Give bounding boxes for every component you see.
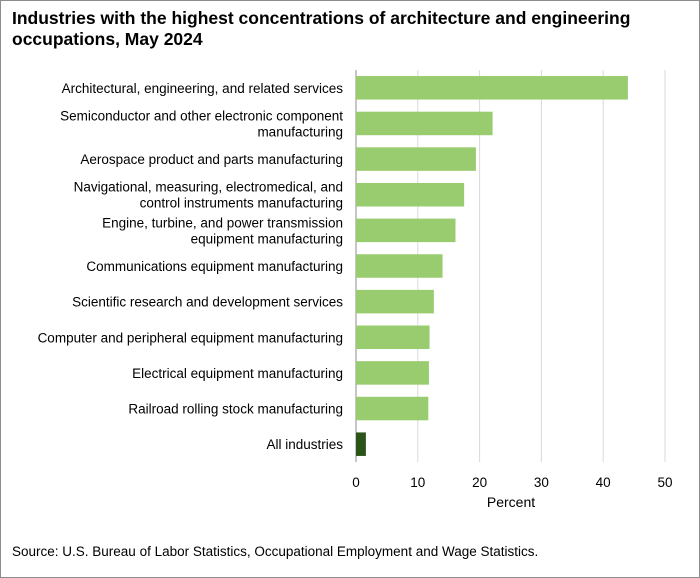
bar-2 bbox=[356, 147, 476, 171]
category-label-line: manufacturing bbox=[257, 124, 343, 139]
category-label-line: Railroad rolling stock manufacturing bbox=[128, 402, 343, 417]
category-label-line: Aerospace product and parts manufacturin… bbox=[80, 152, 343, 167]
bar-3 bbox=[356, 182, 465, 207]
category-label-1: Semiconductor and other electronic compo… bbox=[60, 108, 343, 139]
x-axis-label: Percent bbox=[487, 494, 535, 510]
category-label-3: Navigational, measuring, electromedical,… bbox=[74, 180, 343, 211]
x-tick-label-5: 50 bbox=[657, 475, 672, 490]
category-label-line: Architectural, engineering, and related … bbox=[62, 81, 344, 96]
bar-4 bbox=[356, 218, 456, 243]
bar-7 bbox=[356, 325, 430, 350]
category-label-line: Navigational, measuring, electromedical,… bbox=[74, 180, 343, 195]
category-label-line: control instruments manufacturing bbox=[140, 196, 343, 211]
x-tick-label-3: 30 bbox=[534, 475, 549, 490]
category-labels: Architectural, engineering, and related … bbox=[38, 81, 344, 452]
category-label-line: All industries bbox=[266, 437, 343, 452]
bar-9 bbox=[356, 396, 429, 421]
bar-1 bbox=[356, 111, 493, 136]
category-label-line: Semiconductor and other electronic compo… bbox=[60, 108, 343, 123]
chart-title: Industries with the highest concentratio… bbox=[12, 8, 631, 49]
bars bbox=[356, 76, 628, 456]
category-label-9: Railroad rolling stock manufacturing bbox=[128, 402, 343, 417]
category-label-line: equipment manufacturing bbox=[191, 231, 343, 246]
bar-5 bbox=[356, 254, 443, 278]
x-tick-label-4: 40 bbox=[596, 475, 611, 490]
category-label-line: Electrical equipment manufacturing bbox=[132, 366, 343, 381]
category-label-8: Electrical equipment manufacturing bbox=[132, 366, 343, 381]
bar-8 bbox=[356, 361, 429, 385]
x-tick-label-0: 0 bbox=[352, 475, 360, 490]
bar-6 bbox=[356, 289, 434, 314]
x-tick-label-2: 20 bbox=[472, 475, 487, 490]
category-label-5: Communications equipment manufacturing bbox=[86, 259, 343, 274]
x-tick-labels: 0 10 20 30 40 50 bbox=[352, 475, 672, 490]
category-label-2: Aerospace product and parts manufacturin… bbox=[80, 152, 343, 167]
source-note: Source: U.S. Bureau of Labor Statistics,… bbox=[12, 544, 539, 559]
category-label-line: Engine, turbine, and power transmission bbox=[102, 215, 343, 230]
category-label-line: Communications equipment manufacturing bbox=[86, 259, 343, 274]
category-label-0: Architectural, engineering, and related … bbox=[62, 81, 344, 96]
x-tick-label-1: 10 bbox=[410, 475, 425, 490]
category-label-6: Scientific research and development serv… bbox=[72, 295, 343, 310]
category-label-4: Engine, turbine, and power transmission e… bbox=[102, 215, 343, 246]
category-label-line: Scientific research and development serv… bbox=[72, 295, 343, 310]
category-label-line: Computer and peripheral equipment manufa… bbox=[38, 330, 343, 345]
category-label-7: Computer and peripheral equipment manufa… bbox=[38, 330, 343, 345]
bar-10 bbox=[356, 432, 366, 456]
bar-0 bbox=[356, 76, 628, 100]
category-label-10: All industries bbox=[266, 437, 343, 452]
